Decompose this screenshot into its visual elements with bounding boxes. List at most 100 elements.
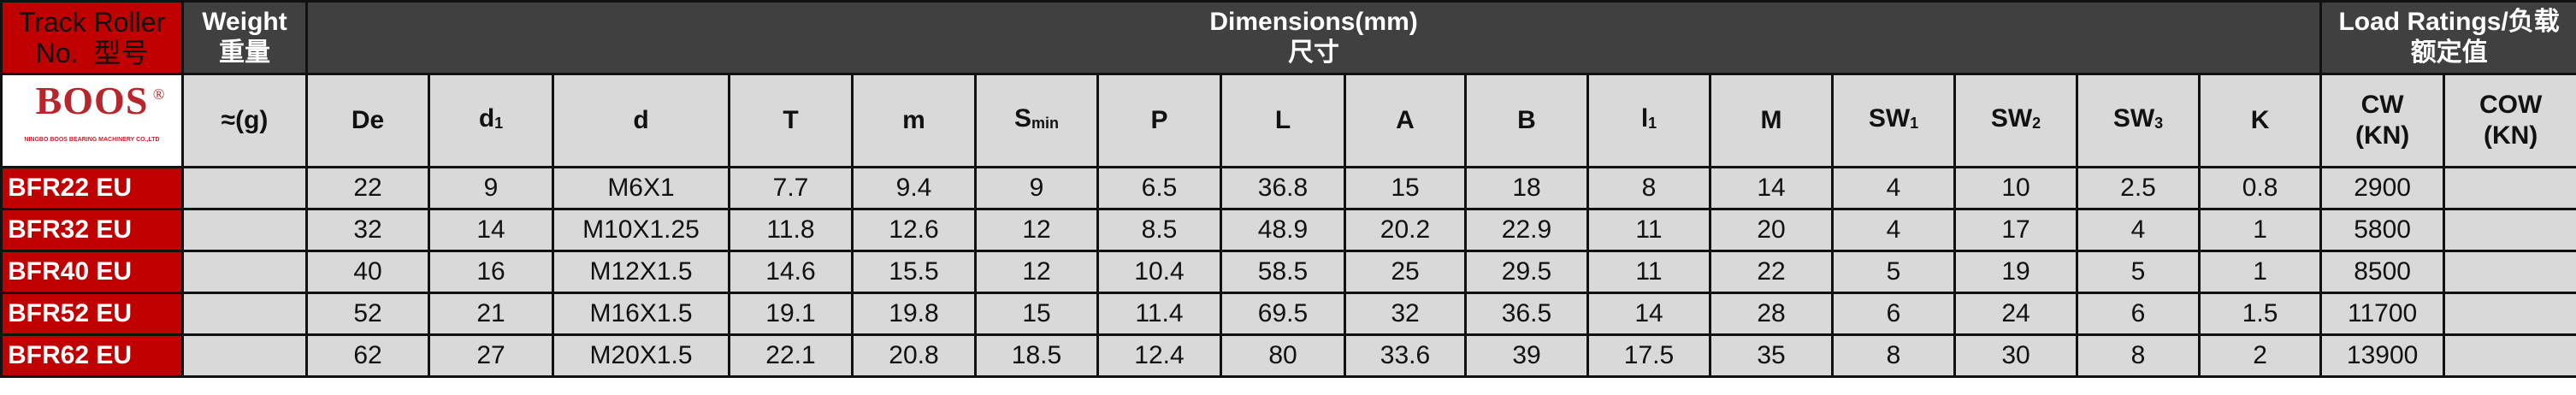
dimension-cell: 17 <box>1953 208 2078 252</box>
col-l: L <box>1220 73 1346 168</box>
dimension-cell: 25 <box>1344 250 1467 294</box>
dimension-cell: 6 <box>2076 292 2201 336</box>
dimension-cell: 14 <box>1709 166 1834 210</box>
col-d: d <box>552 73 730 168</box>
dimension-cell: 8.5 <box>1096 208 1222 252</box>
dimension-cell: 48.9 <box>1220 208 1346 252</box>
col-p: P <box>1096 73 1222 168</box>
col-m: M <box>1709 73 1834 168</box>
col-label: l <box>1640 103 1649 133</box>
logo-brand: BOOS <box>35 79 149 122</box>
dimension-cell: 20.2 <box>1344 208 1467 252</box>
col-b: B <box>1464 73 1589 168</box>
col-a: A <box>1344 73 1467 168</box>
dimension-cell: 11.8 <box>728 208 854 252</box>
col-cow: COW (KN) <box>2443 73 2576 168</box>
col-subscript: 3 <box>2154 114 2164 132</box>
dimension-cell: 11 <box>1586 208 1711 252</box>
dimension-cell: 11.4 <box>1096 292 1222 336</box>
col-label: d <box>633 106 649 134</box>
col-subscript: 1 <box>494 114 504 132</box>
dimension-cell: 1 <box>2197 208 2323 252</box>
col-m: m <box>851 73 977 168</box>
model-cell: BFR22 EU <box>0 166 184 210</box>
weight-cell <box>181 166 308 210</box>
col-sw2: SW2 <box>1953 73 2078 168</box>
load-label-cn: 额定值 <box>2410 38 2488 67</box>
header-row-group: Track Roller No. 型号 Weight 重量 Dimensions(m… <box>0 0 2576 75</box>
dimension-cell: 39 <box>1464 333 1589 378</box>
col-label: De <box>351 106 385 134</box>
cow-cell <box>2443 292 2576 336</box>
cw-cell: 5800 <box>2319 208 2446 252</box>
dimension-cell: 40 <box>305 250 430 294</box>
dimension-cell: M20X1.5 <box>552 333 730 378</box>
table-row: BFR32 EU 32 1 4 M10X1.25 11.8 12.6 12 8.5 48.9 20.… <box>0 208 2576 252</box>
dimension-cell: 4 <box>1831 208 1956 252</box>
dimension-cell: 19 <box>1953 250 2078 294</box>
col-label: L <box>1274 106 1291 134</box>
model-cell: BFR40 EU <box>0 250 184 294</box>
column-header-row: BOOS ® NINGBO BOOS BEARING MACHINERY CO.,… <box>0 73 2576 168</box>
model-header: Track Roller No. 型号 <box>0 0 184 75</box>
col-subscript: 1 <box>1910 114 1919 132</box>
dimension-cell: 10 <box>1953 166 2078 210</box>
logo-registered: ® <box>152 85 166 103</box>
col-label: P <box>1150 106 1168 134</box>
weight-cell <box>181 292 308 336</box>
cow-cell <box>2443 208 2576 252</box>
dimension-cell: 35 <box>1709 333 1834 378</box>
col-unit: (KN) <box>2354 121 2410 150</box>
dimension-cell: 15 <box>974 292 1099 336</box>
col-label: T <box>783 106 799 134</box>
dimension-cell: 9 <box>974 166 1099 210</box>
col-label: K <box>2250 106 2270 134</box>
weight-cell <box>181 333 308 378</box>
table-row: BFR62 EU 62 27 M20X1.5 22.1 20.8 18.5 12.4 80 33.… <box>0 333 2576 378</box>
cw-cell: 13900 <box>2319 333 2446 378</box>
col-label: m <box>902 106 925 134</box>
dimension-cell: 20.8 <box>851 333 977 378</box>
cow-cell <box>2443 333 2576 378</box>
dimension-cell: 14.6 <box>728 250 854 294</box>
dimension-cell: 36.8 <box>1220 166 1346 210</box>
dimension-cell: 33.6 <box>1344 333 1467 378</box>
dimension-cell: 29.5 <box>1464 250 1589 294</box>
dimension-cell: M10X1.25 <box>552 208 730 252</box>
dimension-cell: 21 <box>428 292 554 336</box>
dimensions-label-cn: 尺寸 <box>1288 38 1340 67</box>
dimension-cell: 32 <box>305 208 430 252</box>
dimension-cell: M6X1 <box>552 166 730 210</box>
dimension-cell: 14 <box>1586 292 1711 336</box>
dimension-cell: 22 <box>305 166 430 210</box>
cw-cell: 2900 <box>2319 166 2446 210</box>
dimension-cell: 69.5 <box>1220 292 1346 336</box>
dimension-cell: M16X1.5 <box>552 292 730 336</box>
dimension-cell: 27 <box>428 333 554 378</box>
model-cell: BFR32 EU <box>0 208 184 252</box>
col-sw1: SW1 <box>1831 73 1956 168</box>
dimension-cell: 19.8 <box>851 292 977 336</box>
dimension-cell: 32 <box>1344 292 1467 336</box>
dimension-cell: 22 <box>1709 250 1834 294</box>
dimension-cell: 12 <box>974 208 1099 252</box>
col-l1: l1 <box>1586 73 1711 168</box>
dimension-cell: 2 <box>2197 333 2323 378</box>
load-label: Load Ratings/负载 <box>2338 8 2560 36</box>
col-label: B <box>1517 106 1536 134</box>
weight-label: Weight <box>202 8 287 36</box>
load-ratings-header: Load Ratings/负载 额定值 <box>2319 0 2576 75</box>
cow-cell <box>2443 166 2576 210</box>
dimension-cell: 22.9 <box>1464 208 1589 252</box>
model-cell: BFR52 EU <box>0 292 184 336</box>
dimension-cell: 18.5 <box>974 333 1099 378</box>
dimension-cell: 4 <box>1831 166 1956 210</box>
logo-company: NINGBO BOOS BEARING MACHINERY CO.,LTD <box>24 137 160 143</box>
col-unit: (KN) <box>2483 121 2538 150</box>
col-sw3: SW3 <box>2076 73 2201 168</box>
weight-header: Weight 重量 <box>181 0 308 75</box>
col-label: SW <box>2112 103 2155 133</box>
dimension-cell: 58.5 <box>1220 250 1346 294</box>
model-cell: BFR62 EU <box>0 333 184 378</box>
dimension-cell: 12.6 <box>851 208 977 252</box>
